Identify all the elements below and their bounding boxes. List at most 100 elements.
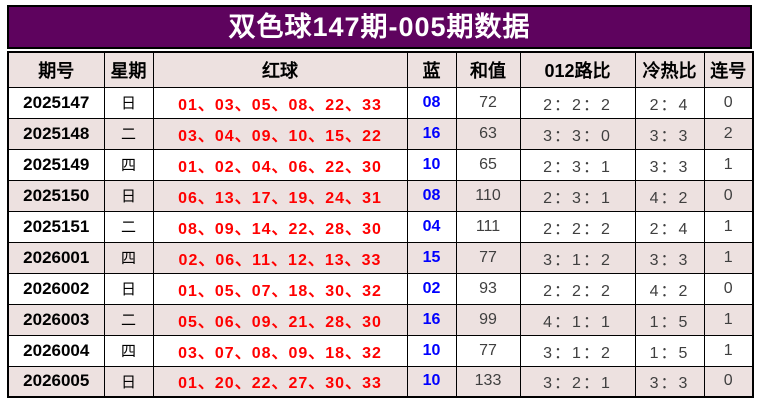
table-row: 2025148 二 03、04、09、10、15、22 16 63 3：3：0 … — [7, 117, 754, 150]
cell-issue: 2026001 — [7, 241, 105, 274]
cell-coldhot-ratio: 3：3 — [634, 117, 705, 150]
cell-route-ratio: 2：3：1 — [519, 148, 636, 181]
column-header-route: 012路比 — [519, 51, 636, 88]
cell-coldhot-ratio: 4：2 — [634, 179, 705, 212]
cell-sum: 77 — [455, 241, 521, 274]
cell-red-balls: 01、05、07、18、30、32 — [152, 272, 408, 305]
cell-sum: 72 — [455, 86, 521, 119]
cell-coldhot-ratio: 3：3 — [634, 241, 705, 274]
cell-issue: 2026003 — [7, 303, 105, 336]
lottery-results-table: 期号 星期 红球 蓝 和值 012路比 冷热比 连号 2025147 日 01、… — [7, 51, 754, 398]
cell-blue-ball: 04 — [406, 210, 457, 243]
table-row: 2025149 四 01、02、04、06、22、30 10 65 2：3：1 … — [7, 148, 754, 181]
cell-sum: 111 — [455, 210, 521, 243]
table-row: 2026005 日 01、20、22、27、30、33 10 133 3：2：1… — [7, 365, 754, 398]
cell-week: 日 — [103, 272, 154, 305]
cell-red-balls: 08、09、14、22、28、30 — [152, 210, 408, 243]
cell-route-ratio: 3：2：1 — [519, 365, 636, 398]
column-header-sum: 和值 — [455, 51, 521, 88]
cell-issue: 2026004 — [7, 334, 105, 367]
column-header-week: 星期 — [103, 51, 154, 88]
table-row: 2026003 二 05、06、09、21、28、30 16 99 4：1：1 … — [7, 303, 754, 336]
cell-sum: 65 — [455, 148, 521, 181]
cell-consecutive: 1 — [703, 210, 754, 243]
cell-issue: 2025151 — [7, 210, 105, 243]
cell-coldhot-ratio: 1：5 — [634, 303, 705, 336]
cell-route-ratio: 2：2：2 — [519, 86, 636, 119]
cell-week: 二 — [103, 210, 154, 243]
table-row: 2025150 日 06、13、17、19、24、31 08 110 2：3：1… — [7, 179, 754, 212]
cell-issue: 2026005 — [7, 365, 105, 398]
cell-week: 日 — [103, 365, 154, 398]
table-row: 2026001 四 02、06、11、12、13、33 15 77 3：1：2 … — [7, 241, 754, 274]
cell-sum: 77 — [455, 334, 521, 367]
cell-sum: 133 — [455, 365, 521, 398]
cell-week: 二 — [103, 117, 154, 150]
cell-blue-ball: 08 — [406, 86, 457, 119]
table-row: 2026004 四 03、07、08、09、18、32 10 77 3：1：2 … — [7, 334, 754, 367]
cell-consecutive: 0 — [703, 179, 754, 212]
cell-issue: 2025149 — [7, 148, 105, 181]
header-row: 期号 星期 红球 蓝 和值 012路比 冷热比 连号 — [7, 51, 754, 88]
cell-red-balls: 01、20、22、27、30、33 — [152, 365, 408, 398]
cell-blue-ball: 15 — [406, 241, 457, 274]
cell-route-ratio: 2：2：2 — [519, 210, 636, 243]
cell-blue-ball: 10 — [406, 148, 457, 181]
cell-week: 四 — [103, 241, 154, 274]
cell-coldhot-ratio: 3：3 — [634, 148, 705, 181]
cell-consecutive: 2 — [703, 117, 754, 150]
cell-consecutive: 1 — [703, 241, 754, 274]
cell-week: 日 — [103, 86, 154, 119]
cell-consecutive: 1 — [703, 334, 754, 367]
cell-red-balls: 01、02、04、06、22、30 — [152, 148, 408, 181]
cell-week: 日 — [103, 179, 154, 212]
cell-blue-ball: 16 — [406, 117, 457, 150]
cell-consecutive: 0 — [703, 272, 754, 305]
cell-consecutive: 1 — [703, 303, 754, 336]
cell-week: 四 — [103, 334, 154, 367]
cell-issue: 2025150 — [7, 179, 105, 212]
cell-coldhot-ratio: 3：3 — [634, 365, 705, 398]
cell-route-ratio: 2：2：2 — [519, 272, 636, 305]
cell-week: 二 — [103, 303, 154, 336]
column-header-blue: 蓝 — [406, 51, 457, 88]
cell-sum: 93 — [455, 272, 521, 305]
cell-issue: 2025148 — [7, 117, 105, 150]
page-title: 双色球147期-005期数据 — [7, 5, 752, 49]
table-row: 2026002 日 01、05、07、18、30、32 02 93 2：2：2 … — [7, 272, 754, 305]
cell-red-balls: 02、06、11、12、13、33 — [152, 241, 408, 274]
cell-coldhot-ratio: 2：4 — [634, 86, 705, 119]
cell-coldhot-ratio: 1：5 — [634, 334, 705, 367]
table-row: 2025151 二 08、09、14、22、28、30 04 111 2：2：2… — [7, 210, 754, 243]
column-header-coldhot: 冷热比 — [634, 51, 705, 88]
cell-blue-ball: 02 — [406, 272, 457, 305]
cell-consecutive: 0 — [703, 86, 754, 119]
cell-consecutive: 1 — [703, 148, 754, 181]
cell-route-ratio: 3：3：0 — [519, 117, 636, 150]
cell-red-balls: 06、13、17、19、24、31 — [152, 179, 408, 212]
cell-blue-ball: 16 — [406, 303, 457, 336]
table-row: 2025147 日 01、03、05、08、22、33 08 72 2：2：2 … — [7, 86, 754, 119]
cell-blue-ball: 08 — [406, 179, 457, 212]
cell-blue-ball: 10 — [406, 334, 457, 367]
cell-week: 四 — [103, 148, 154, 181]
cell-sum: 110 — [455, 179, 521, 212]
column-header-issue: 期号 — [7, 51, 105, 88]
column-header-reds: 红球 — [152, 51, 408, 88]
cell-route-ratio: 4：1：1 — [519, 303, 636, 336]
cell-red-balls: 03、07、08、09、18、32 — [152, 334, 408, 367]
cell-route-ratio: 2：3：1 — [519, 179, 636, 212]
cell-sum: 63 — [455, 117, 521, 150]
cell-red-balls: 05、06、09、21、28、30 — [152, 303, 408, 336]
column-header-consec: 连号 — [703, 51, 754, 88]
cell-red-balls: 03、04、09、10、15、22 — [152, 117, 408, 150]
cell-route-ratio: 3：1：2 — [519, 334, 636, 367]
cell-consecutive: 0 — [703, 365, 754, 398]
cell-route-ratio: 3：1：2 — [519, 241, 636, 274]
cell-red-balls: 01、03、05、08、22、33 — [152, 86, 408, 119]
cell-sum: 99 — [455, 303, 521, 336]
cell-issue: 2026002 — [7, 272, 105, 305]
cell-blue-ball: 10 — [406, 365, 457, 398]
cell-issue: 2025147 — [7, 86, 105, 119]
